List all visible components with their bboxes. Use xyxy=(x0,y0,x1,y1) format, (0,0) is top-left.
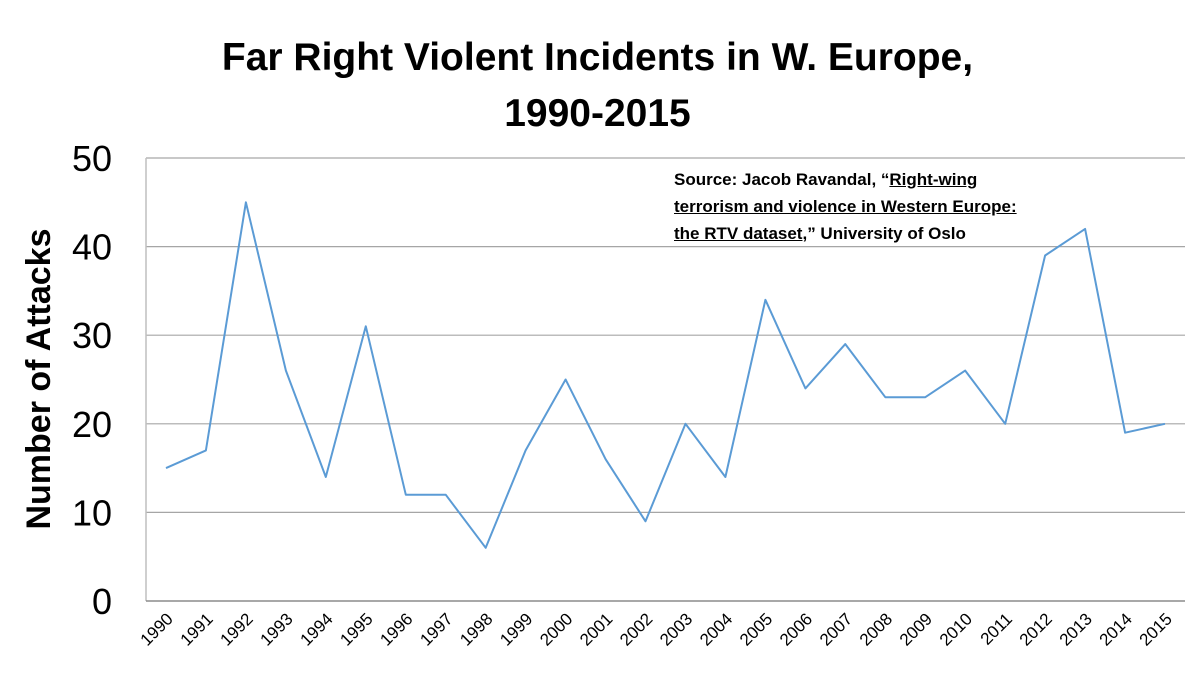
y-tick-label-10: 10 xyxy=(72,492,112,533)
x-tick-label-1991: 1991 xyxy=(177,609,217,649)
x-tick-label-2015: 2015 xyxy=(1136,609,1176,649)
y-axis-label: Number of Attacks xyxy=(20,228,58,529)
x-tick-label-1994: 1994 xyxy=(296,609,336,649)
x-tick-label-1993: 1993 xyxy=(257,609,297,649)
x-tick-label-2010: 2010 xyxy=(936,609,976,649)
x-tick-label-1995: 1995 xyxy=(336,609,376,649)
x-tick-label-2014: 2014 xyxy=(1096,609,1136,649)
chart-title-line-1: Far Right Violent Incidents in W. Europe… xyxy=(221,36,974,79)
x-tick-label-2000: 2000 xyxy=(536,609,576,649)
axes xyxy=(145,158,1185,602)
series-line-attacks xyxy=(165,201,1166,549)
x-tick-label-2006: 2006 xyxy=(776,609,816,649)
x-tick-label-2004: 2004 xyxy=(696,609,736,649)
x-tick-label-2005: 2005 xyxy=(736,609,776,649)
y-tick-label-50: 50 xyxy=(72,138,112,179)
y-tick-label-30: 30 xyxy=(72,315,112,356)
x-tick-label-2002: 2002 xyxy=(616,609,656,649)
x-tick-label-1997: 1997 xyxy=(416,609,456,649)
chart-title-line-2: 1990-2015 xyxy=(504,92,691,135)
source-annotation: Source: Jacob Ravandal, “Right-wing terr… xyxy=(674,166,1094,247)
y-tick-label-0: 0 xyxy=(92,581,112,622)
x-tick-label-2007: 2007 xyxy=(816,609,856,649)
x-tick-label-2013: 2013 xyxy=(1056,609,1096,649)
source-link-part-1[interactable]: Right-wing xyxy=(889,170,978,189)
series-group xyxy=(165,201,1166,549)
x-tick-label-1996: 1996 xyxy=(376,609,416,649)
y-tick-label-40: 40 xyxy=(72,227,112,268)
source-prefix: Source: Jacob Ravandal, “ xyxy=(674,170,890,189)
x-tick-label-1998: 1998 xyxy=(456,609,496,649)
y-tick-labels: 0 10 20 30 40 50 xyxy=(72,138,112,622)
source-suffix: ,” University of Oslo xyxy=(802,224,966,243)
x-tick-label-2001: 2001 xyxy=(576,609,616,649)
x-tick-label-2012: 2012 xyxy=(1016,609,1056,649)
x-tick-label-2003: 2003 xyxy=(656,609,696,649)
y-tick-label-20: 20 xyxy=(72,404,112,445)
source-link-part-3[interactable]: the RTV dataset xyxy=(674,224,803,243)
source-link-part-2[interactable]: terrorism and violence in Western Europe… xyxy=(674,197,1017,216)
x-tick-label-1999: 1999 xyxy=(496,609,536,649)
x-tick-label-1992: 1992 xyxy=(217,609,257,649)
x-tick-labels: 1990 1991 1992 1993 1994 1995 1996 1997 1998 1999… xyxy=(137,609,1176,649)
x-tick-label-2008: 2008 xyxy=(856,609,896,649)
x-tick-label-1990: 1990 xyxy=(137,609,177,649)
x-tick-label-2011: 2011 xyxy=(977,609,1016,648)
grid-lines xyxy=(146,157,1185,514)
chart-title: Far Right Violent Incidents in W. Europe… xyxy=(0,30,1195,142)
x-tick-label-2009: 2009 xyxy=(896,609,936,649)
